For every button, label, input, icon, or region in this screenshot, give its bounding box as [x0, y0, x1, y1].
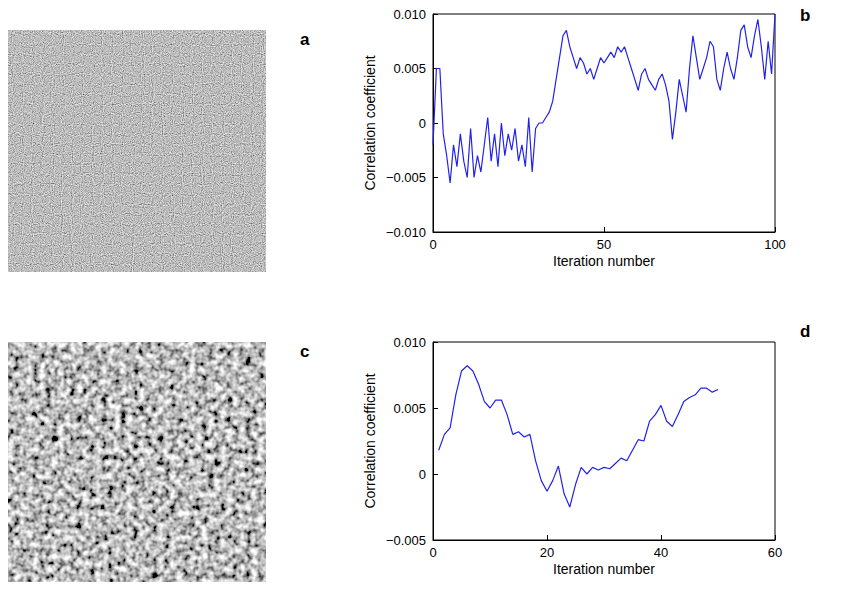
svg-text:100: 100	[764, 237, 786, 252]
svg-text:Iteration number: Iteration number	[553, 253, 655, 269]
svg-text:Correlation coefficient: Correlation coefficient	[362, 373, 378, 508]
svg-text:−0.005: −0.005	[386, 533, 426, 548]
svg-text:0: 0	[429, 237, 436, 252]
svg-text:0: 0	[429, 545, 436, 560]
svg-text:Iteration number: Iteration number	[553, 561, 655, 577]
svg-text:0.010: 0.010	[393, 335, 426, 350]
svg-text:−0.010: −0.010	[386, 225, 426, 240]
html-text:b: b	[800, 6, 811, 25]
svg-text:0: 0	[419, 467, 426, 482]
svg-text:20: 20	[540, 545, 554, 560]
svg-text:0.010: 0.010	[393, 7, 426, 22]
svg-text:60: 60	[768, 545, 782, 560]
html-text:d: d	[800, 322, 811, 341]
svg-text:50: 50	[597, 237, 611, 252]
svg-text:Correlation coefficient: Correlation coefficient	[362, 55, 378, 190]
svg-text:−0.005: −0.005	[386, 170, 426, 185]
html-text:a: a	[300, 30, 310, 49]
svg-text:0.005: 0.005	[393, 61, 426, 76]
svg-text:0.005: 0.005	[393, 401, 426, 416]
html-text:c: c	[300, 342, 310, 361]
svg-text:40: 40	[654, 545, 668, 560]
svg-text:0: 0	[419, 116, 426, 131]
